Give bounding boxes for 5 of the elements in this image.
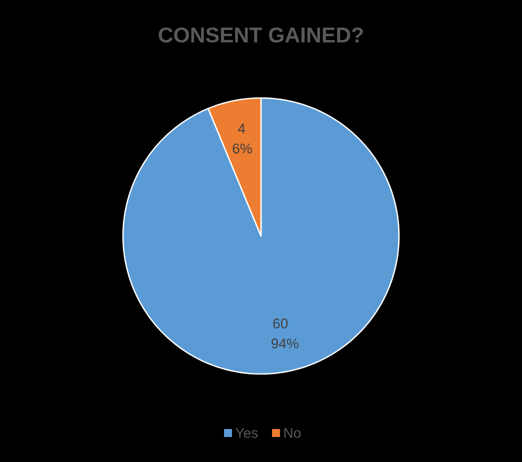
legend-label: No — [284, 428, 301, 438]
legend-label: Yes — [236, 428, 258, 438]
chart-title: CONSENT GAINED? — [158, 27, 363, 43]
data-label: 60 94% — [272, 318, 298, 348]
data-label: 4 6% — [232, 124, 252, 154]
